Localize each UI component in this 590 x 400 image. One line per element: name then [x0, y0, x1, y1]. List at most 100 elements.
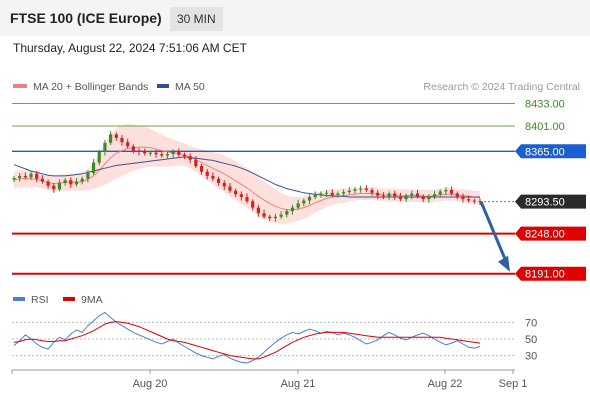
candle [234, 190, 238, 195]
candle [478, 201, 482, 203]
candle [137, 150, 141, 152]
level-label-bg-4 [515, 226, 586, 241]
rsi-tick-50: 50 [525, 334, 537, 346]
candle [35, 173, 39, 179]
candle [120, 137, 124, 143]
candle [188, 156, 192, 160]
candle [472, 200, 476, 202]
legend-ma20-label: MA 20 + Bollinger Bands [33, 81, 149, 93]
candle [444, 190, 448, 192]
copyright-text: Research © 2024 Trading Central [423, 81, 580, 93]
candle [182, 154, 187, 157]
ma20-line [13, 146, 481, 211]
candle [381, 195, 385, 198]
forecast-arrow-shaft [479, 201, 509, 265]
level-label-bg-2 [515, 144, 586, 159]
candle [222, 182, 226, 187]
candle [387, 193, 391, 198]
candle [364, 188, 368, 190]
rsi-ma-swatch [63, 297, 75, 302]
ma20-swatch [13, 84, 27, 89]
rsi-series-rsi [13, 311, 481, 364]
candle [199, 166, 204, 172]
candle [29, 173, 33, 178]
candle [12, 178, 16, 180]
bollinger-band [14, 123, 480, 224]
candle [449, 190, 454, 194]
legend-ma20-bollinger: MA 20 + Bollinger Bands [13, 81, 148, 93]
level-label-bg-5 [515, 266, 586, 281]
forecast-arrow-head [498, 255, 510, 272]
candle [296, 203, 300, 208]
legend-rsi: RSI [13, 294, 49, 306]
candle [23, 175, 27, 178]
legend-9ma-label: 9MA [81, 294, 103, 306]
candle [63, 180, 67, 183]
candle [285, 211, 289, 215]
candle [40, 178, 45, 182]
candle [239, 194, 243, 198]
candle [268, 216, 272, 219]
candle [461, 196, 465, 200]
legend-rsi-label: RSI [31, 294, 49, 306]
rsi-tick-70: 70 [525, 317, 537, 329]
candle [177, 152, 181, 155]
candle [353, 189, 357, 191]
candle [319, 193, 323, 195]
chart-header: FTSE 100 (ICE Europe) 30 MIN [0, 0, 590, 36]
candle [438, 191, 442, 195]
candle [307, 197, 312, 201]
candle [376, 192, 380, 196]
candle [336, 193, 340, 195]
instrument-title: FTSE 100 (ICE Europe) [10, 10, 162, 26]
candle [91, 162, 96, 174]
chart-datetime: Thursday, August 22, 2024 7:51:06 AM CET [13, 41, 247, 55]
candle [165, 154, 170, 156]
candle [194, 159, 198, 167]
level-label-2: 8365.00 [525, 146, 565, 158]
candle [393, 193, 397, 197]
candle [97, 152, 101, 163]
candle [216, 178, 221, 183]
candle [410, 193, 414, 196]
candle [359, 188, 363, 190]
candle [114, 134, 118, 138]
legend-ma50-label: MA 50 [175, 81, 205, 93]
candle [74, 181, 79, 185]
rsi-series-9ma [13, 321, 481, 360]
level-label-3: 8293.50 [525, 197, 565, 209]
candle [415, 193, 420, 197]
candle [131, 146, 135, 151]
candle [251, 201, 255, 208]
ma50-line [13, 156, 480, 198]
candle [290, 207, 295, 212]
candle [302, 200, 306, 204]
legend-9ma: 9MA [63, 294, 103, 306]
candle [109, 134, 113, 143]
candle [154, 152, 158, 155]
candle [347, 190, 351, 193]
candle [148, 152, 152, 154]
x-tick-label-1: Aug 21 [281, 378, 316, 390]
level-label-1: 8401.00 [525, 121, 565, 133]
candle [342, 192, 346, 194]
candle [432, 194, 437, 198]
candle [313, 194, 317, 198]
candle [160, 154, 164, 156]
x-tick-label-2: Aug 22 [428, 378, 463, 390]
rsi-tick-30: 30 [525, 351, 537, 363]
candle [427, 197, 431, 200]
interval-button[interactable]: 30 MIN [170, 7, 223, 31]
x-tick-label-3: Sep 1 [499, 378, 528, 390]
candle [171, 152, 175, 155]
level-label-0: 8433.00 [525, 98, 565, 110]
candle [279, 214, 283, 217]
candle [46, 181, 50, 186]
candle [18, 175, 22, 179]
candle [467, 199, 471, 201]
candle [211, 175, 215, 179]
level-label-4: 8248.00 [525, 229, 565, 241]
candle [52, 185, 56, 190]
candle [143, 152, 147, 154]
